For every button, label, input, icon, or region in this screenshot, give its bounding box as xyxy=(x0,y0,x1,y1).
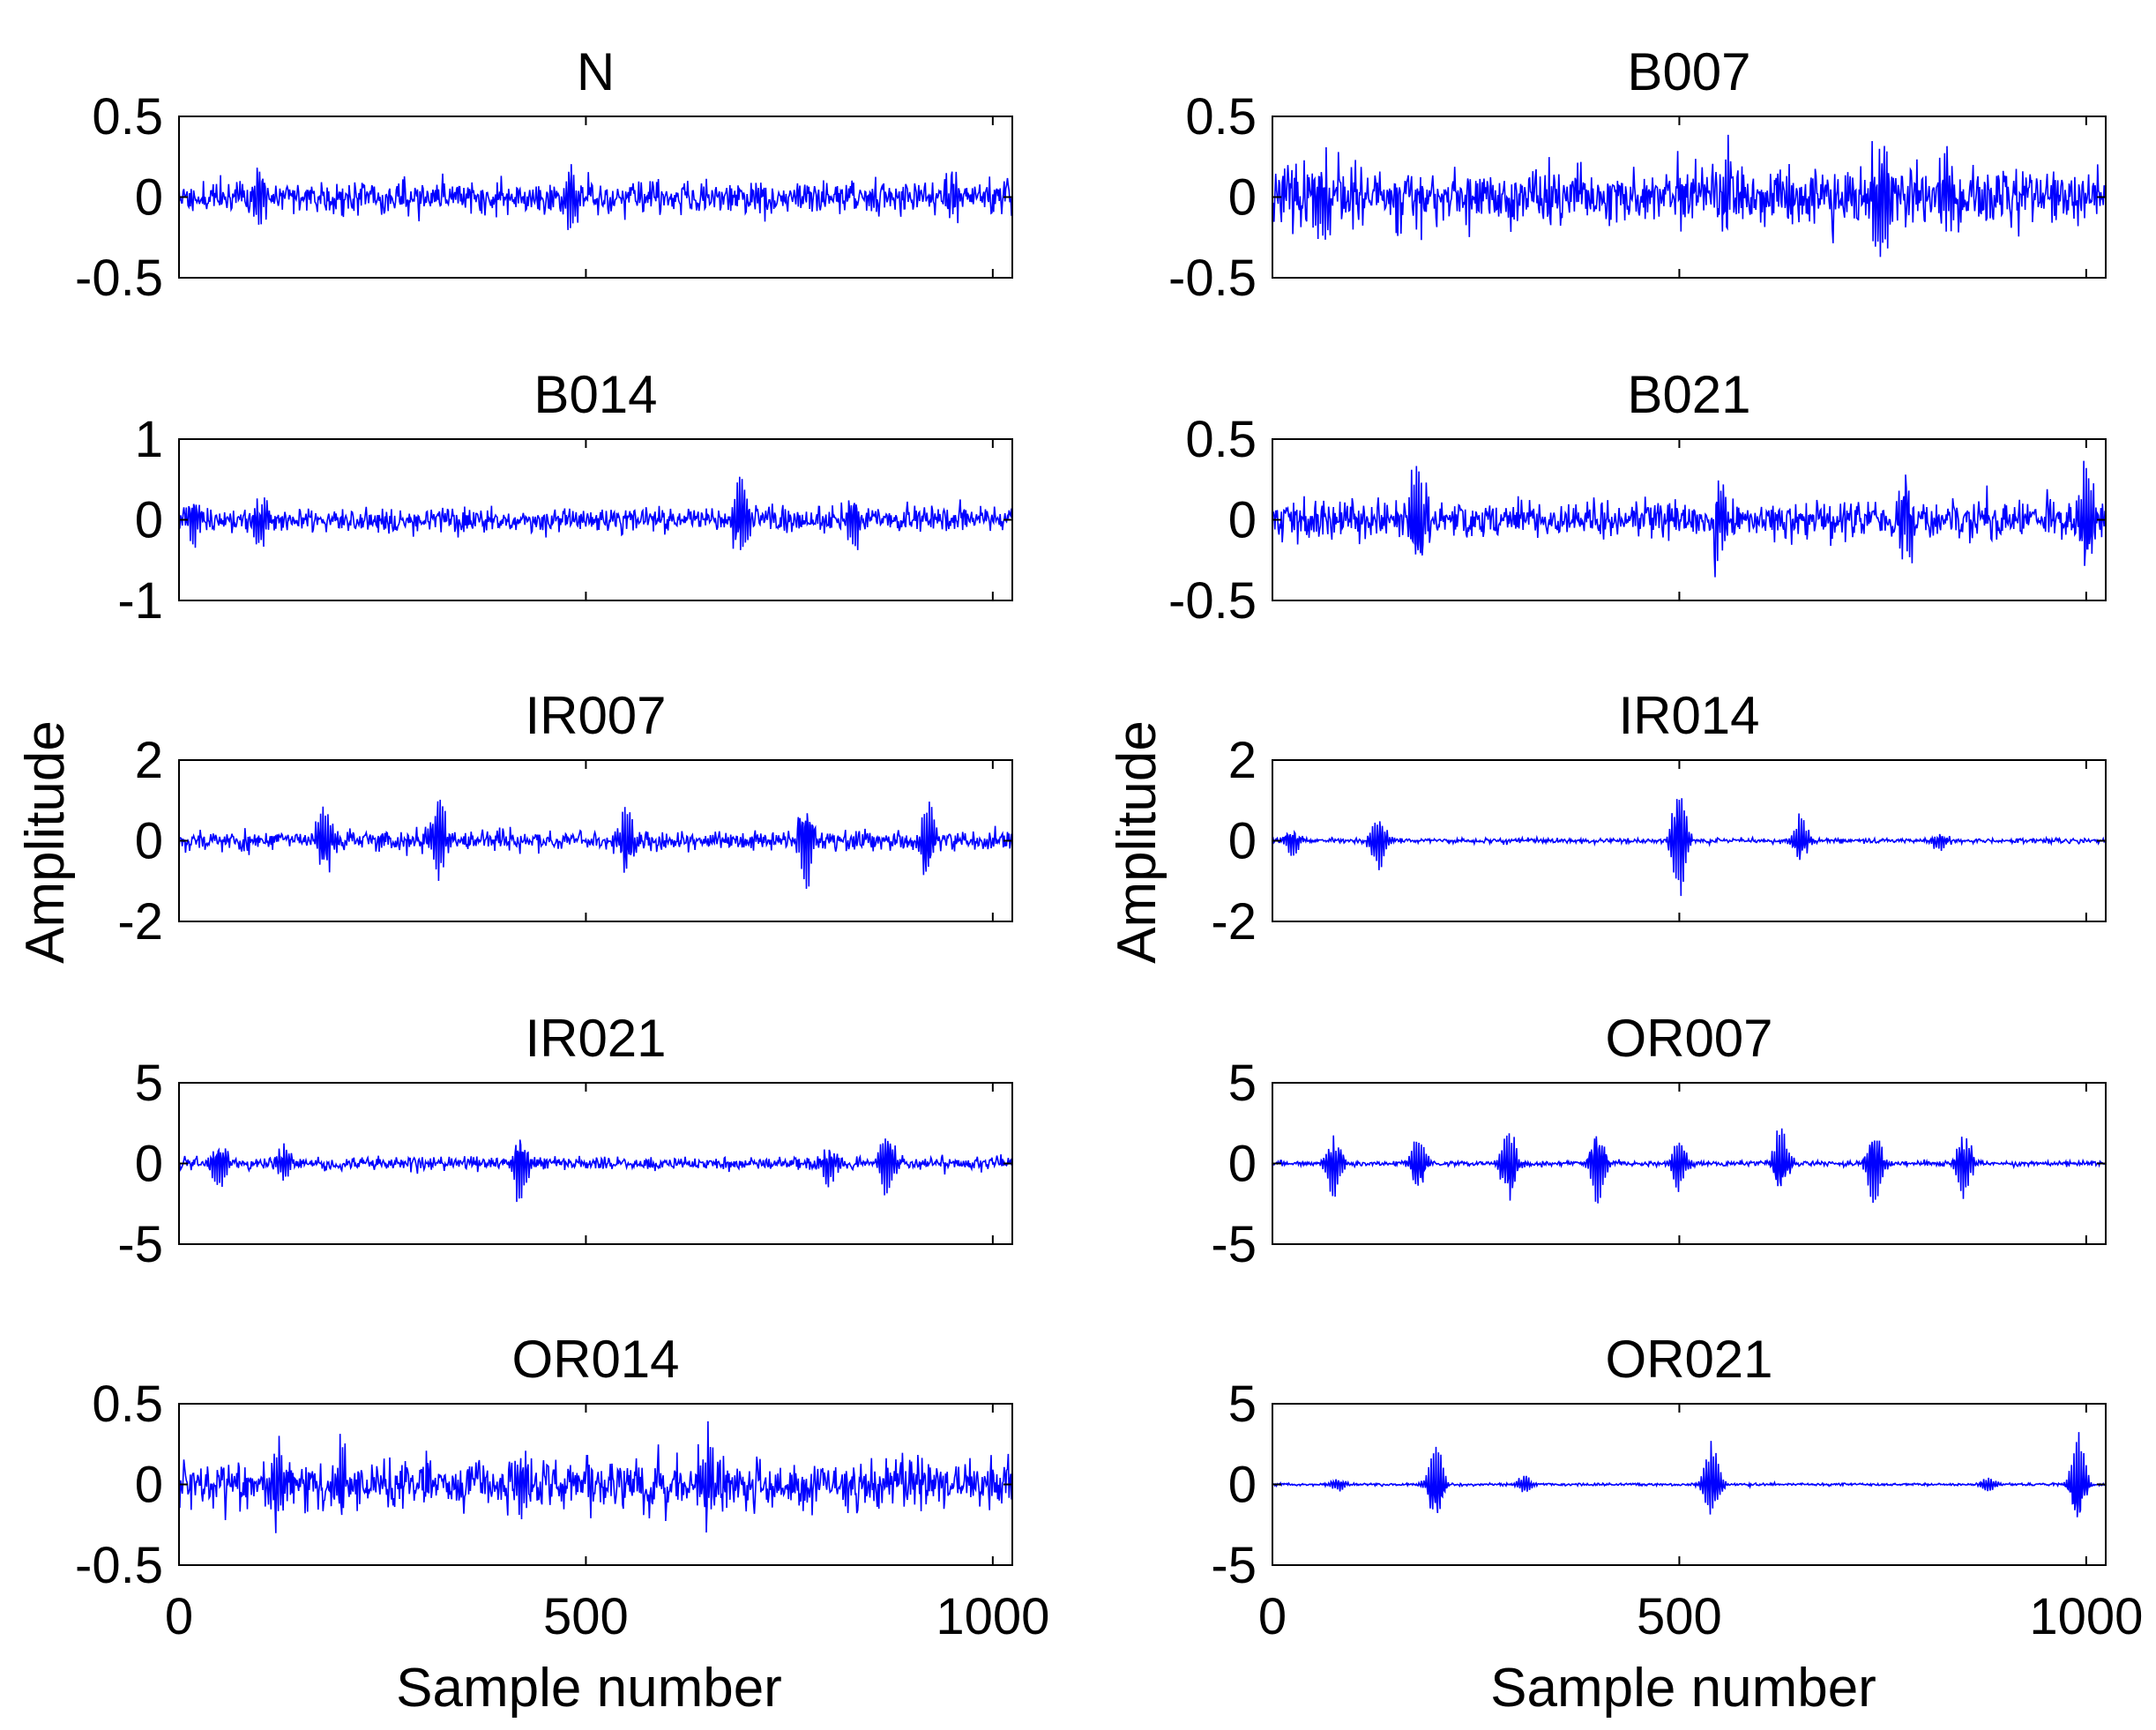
signal-line-n xyxy=(179,164,1012,230)
subplot-title: IR014 xyxy=(1618,686,1759,745)
signal-line-b021 xyxy=(1272,460,2106,578)
signal-line-b014 xyxy=(179,476,1012,550)
y-tick-label: 0 xyxy=(135,169,163,227)
y-tick-label: -2 xyxy=(1211,893,1257,951)
subplot-title: OR007 xyxy=(1605,1009,1772,1068)
subplot-title: IR007 xyxy=(525,686,666,745)
y-tick-label: 0 xyxy=(135,492,163,549)
y-tick-label: 0.5 xyxy=(1185,411,1257,468)
y-tick-label: 0.5 xyxy=(1185,88,1257,145)
x-tick-label: 1000 xyxy=(936,1588,1049,1645)
y-tick-label: 0 xyxy=(1228,492,1257,549)
y-tick-label: 0 xyxy=(1228,1457,1257,1514)
x-tick-label: 0 xyxy=(165,1588,193,1645)
y-tick-label: 0 xyxy=(135,1457,163,1514)
subplot-ir021: IR021 -5 0 5 xyxy=(117,1009,1013,1273)
y-tick-label: 0.5 xyxy=(92,1376,163,1433)
subplot-title: B014 xyxy=(533,365,657,424)
y-axis-label-right: Amplitude xyxy=(1107,720,1168,964)
y-tick-label: -5 xyxy=(117,1216,163,1273)
subplot-ir007: IR007 -2 0 2 xyxy=(117,686,1013,951)
y-tick-label: -0.5 xyxy=(75,1537,163,1594)
subplot-b014: B014 -1 0 1 xyxy=(117,365,1013,630)
y-tick-label: 5 xyxy=(135,1055,163,1112)
x-tick-label: 1000 xyxy=(2029,1588,2143,1645)
y-tick-label: 5 xyxy=(1228,1055,1257,1112)
y-tick-label: -1 xyxy=(117,572,163,630)
x-tick-label: 0 xyxy=(1258,1588,1287,1645)
y-tick-label: 0 xyxy=(1228,169,1257,227)
subplot-or007: OR007 -5 0 5 xyxy=(1211,1009,2107,1273)
y-tick-label: -0.5 xyxy=(75,250,163,307)
subplot-title: IR021 xyxy=(525,1009,666,1068)
x-tick-label: 500 xyxy=(1637,1588,1722,1645)
y-tick-label: 2 xyxy=(135,732,163,789)
y-tick-label: 0 xyxy=(1228,1136,1257,1193)
signal-line-b007 xyxy=(1272,134,2106,257)
subplot-ir014: IR014 -2 0 2 xyxy=(1211,686,2107,951)
y-tick-label: -2 xyxy=(117,893,163,951)
y-tick-label: 5 xyxy=(1228,1376,1257,1433)
x-axis-label-right: Sample number xyxy=(1490,1658,1876,1719)
signal-line-or021 xyxy=(1272,1432,2106,1517)
y-tick-label: 0.5 xyxy=(92,88,163,145)
y-tick-label: -0.5 xyxy=(1168,250,1257,307)
signal-line-ir021 xyxy=(179,1138,1012,1203)
subplot-title: OR014 xyxy=(511,1330,679,1389)
y-tick-label: 2 xyxy=(1228,732,1257,789)
x-axis-label-left: Sample number xyxy=(396,1658,782,1719)
y-tick-label: 1 xyxy=(135,411,163,468)
signal-line-or014 xyxy=(179,1421,1012,1533)
subplot-b021: B021 -0.5 0 0.5 xyxy=(1168,365,2107,630)
y-tick-label: 0 xyxy=(1228,813,1257,870)
subplot-n: N -0.5 0 0.5 xyxy=(75,42,1013,307)
signal-line-or007 xyxy=(1272,1128,2106,1204)
x-tick-label: 500 xyxy=(543,1588,629,1645)
y-tick-label: 0 xyxy=(135,813,163,870)
subplot-or014: OR014-0.500.50 500 1000 xyxy=(75,1330,1049,1645)
subplot-title: B021 xyxy=(1627,365,1750,424)
y-tick-label: 0 xyxy=(135,1136,163,1193)
subplot-grid: N-0.500.5B007-0.500.5B014-101B021-0.500.… xyxy=(75,42,2143,1645)
y-axis-label-left: Amplitude xyxy=(15,720,76,964)
y-tick-label: -0.5 xyxy=(1168,572,1257,630)
subplot-title: N xyxy=(577,42,615,101)
y-tick-label: -5 xyxy=(1211,1216,1257,1273)
subplot-title: OR021 xyxy=(1605,1330,1772,1389)
signal-line-ir014 xyxy=(1272,798,2106,897)
subplot-b007: B007 -0.5 0 0.5 xyxy=(1168,42,2107,307)
y-tick-label: -5 xyxy=(1211,1537,1257,1594)
subplot-title: B007 xyxy=(1627,42,1750,101)
signal-line-ir007 xyxy=(179,799,1012,890)
